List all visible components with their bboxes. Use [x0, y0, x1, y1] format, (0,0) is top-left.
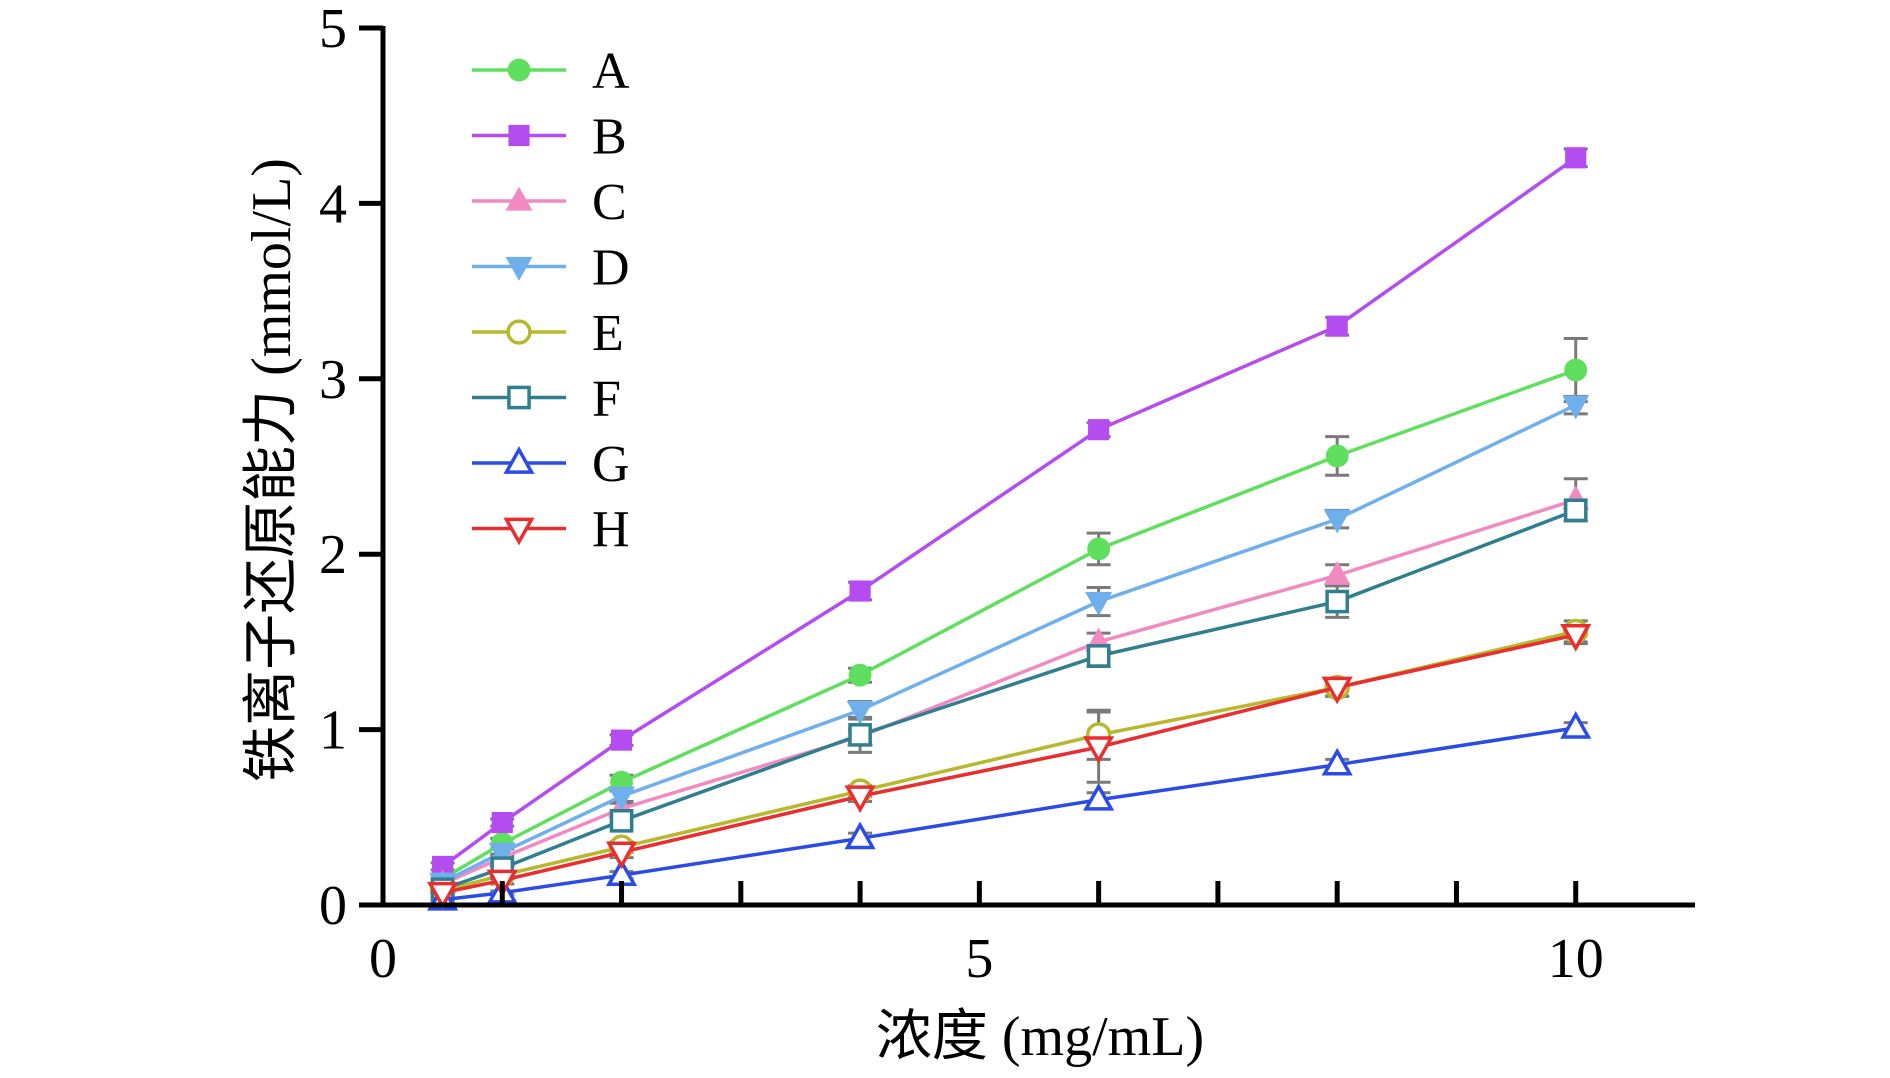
- data-point: [608, 786, 636, 811]
- legend-item-e: E: [472, 305, 624, 362]
- y-tick-label: 1: [319, 700, 347, 762]
- legend-item-c: C: [472, 174, 627, 231]
- series-h-line: [442, 633, 1577, 895]
- legend-item-d: D: [472, 240, 630, 297]
- legend-marker: [505, 186, 533, 211]
- legend-item-g: G: [472, 436, 630, 493]
- data-point: [1088, 419, 1110, 441]
- data-point: [846, 700, 874, 725]
- data-point: [1321, 747, 1353, 776]
- data-point: [605, 841, 638, 870]
- data-point: [1083, 736, 1115, 765]
- data-point: [1086, 644, 1111, 668]
- data-point: [1565, 147, 1587, 169]
- series-e: [429, 618, 1589, 904]
- series-g-errorbars: [430, 721, 1588, 903]
- legend-label: G: [592, 436, 630, 493]
- series-f: [430, 498, 1588, 902]
- legend-marker: [506, 319, 532, 345]
- data-point: [610, 729, 633, 751]
- data-point: [844, 785, 876, 814]
- data-point: [844, 821, 876, 850]
- data-point: [1325, 444, 1349, 468]
- legend-marker: [503, 517, 535, 546]
- legend-marker: [507, 385, 531, 410]
- data-point: [1083, 782, 1115, 811]
- data-point: [1325, 589, 1350, 614]
- data-point: [609, 808, 634, 833]
- data-point: [1562, 395, 1590, 420]
- series-h: [427, 624, 1592, 910]
- data-point: [1323, 560, 1351, 585]
- y-tick-label: 5: [319, 0, 347, 60]
- legend-label: C: [592, 174, 627, 231]
- legend-label: D: [592, 240, 630, 297]
- data-point: [488, 842, 516, 867]
- legend-label: A: [592, 43, 630, 100]
- legend-item-f: F: [472, 371, 621, 428]
- series-b: [432, 147, 1587, 877]
- series-layer: [427, 147, 1592, 911]
- series-f-errorbars: [430, 498, 1588, 895]
- y-axis-title: 铁离子还原能力 (mmol/L): [241, 158, 303, 782]
- data-point: [1321, 676, 1353, 705]
- axes-layer: [380, 26, 1695, 908]
- legend-marker: [503, 446, 535, 474]
- y-tick-label: 2: [319, 524, 347, 586]
- legend-label: B: [592, 109, 627, 166]
- legend-label: H: [592, 502, 630, 559]
- legend-marker: [505, 256, 533, 281]
- x-tick-label: 5: [965, 928, 993, 990]
- y-tick-label: 4: [319, 173, 347, 235]
- data-point: [1560, 624, 1592, 652]
- x-tick-label: 10: [1548, 928, 1604, 990]
- data-point: [1564, 358, 1588, 382]
- legend-marker: [507, 58, 531, 82]
- data-point: [1087, 537, 1111, 561]
- legend-item-a: A: [472, 43, 630, 100]
- legend-item-b: B: [472, 109, 627, 166]
- data-point: [491, 811, 513, 834]
- data-point: [1085, 591, 1113, 616]
- data-point: [849, 580, 871, 602]
- data-point: [1326, 315, 1348, 337]
- data-point: [848, 663, 872, 687]
- ticks-layer: 0 1 2 3 4 5 0 5 10: [319, 0, 1604, 990]
- legend-label: F: [592, 371, 621, 428]
- legend-item-h: H: [472, 502, 630, 559]
- x-axis-title: 浓度 (mg/mL): [876, 1006, 1204, 1068]
- data-point: [848, 723, 872, 747]
- y-tick-label: 0: [319, 875, 347, 937]
- data-point: [1560, 710, 1592, 739]
- series-g: [427, 710, 1592, 911]
- data-point: [427, 881, 459, 910]
- data-point: [1323, 509, 1351, 534]
- x-tick-label: 0: [369, 928, 397, 990]
- y-tick-label: 3: [319, 349, 347, 411]
- legend-marker: [508, 124, 530, 147]
- data-point: [1563, 498, 1588, 523]
- legend-label: E: [592, 305, 624, 362]
